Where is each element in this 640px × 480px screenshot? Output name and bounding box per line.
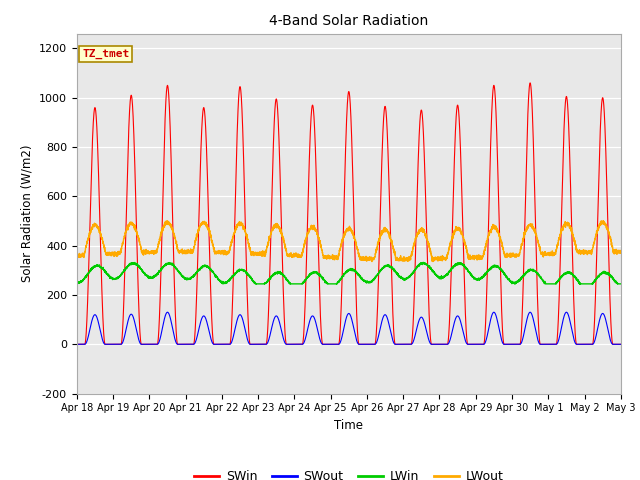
- Line: LWin: LWin: [77, 263, 621, 284]
- SWout: [502, 341, 509, 347]
- SWout: [328, 341, 336, 347]
- LWout: [617, 250, 625, 255]
- SWout: [171, 335, 179, 340]
- SWout: [616, 341, 624, 347]
- Text: TZ_tmet: TZ_tmet: [82, 49, 129, 59]
- SWin: [73, 341, 81, 347]
- LWin: [617, 281, 625, 287]
- LWin: [616, 281, 624, 287]
- X-axis label: Time: Time: [334, 419, 364, 432]
- LWin: [73, 279, 81, 285]
- LWout: [329, 252, 337, 258]
- SWout: [617, 341, 625, 347]
- LWout: [368, 259, 376, 264]
- LWout: [502, 254, 509, 260]
- LWin: [419, 260, 427, 265]
- SWin: [440, 341, 448, 347]
- SWout: [471, 341, 479, 347]
- LWout: [171, 235, 179, 241]
- SWin: [526, 80, 534, 86]
- LWout: [163, 218, 171, 224]
- SWin: [171, 287, 179, 293]
- Y-axis label: Solar Radiation (W/m2): Solar Radiation (W/m2): [20, 145, 33, 282]
- Line: SWout: SWout: [77, 312, 621, 344]
- Title: 4-Band Solar Radiation: 4-Band Solar Radiation: [269, 14, 428, 28]
- Line: SWin: SWin: [77, 83, 621, 344]
- LWout: [441, 256, 449, 262]
- LWin: [502, 274, 509, 280]
- LWin: [219, 281, 227, 287]
- LWout: [73, 252, 81, 258]
- LWin: [441, 273, 449, 279]
- LWout: [471, 255, 479, 261]
- Legend: SWin, SWout, LWin, LWout: SWin, SWout, LWin, LWout: [189, 465, 508, 480]
- SWout: [563, 309, 570, 315]
- SWout: [73, 341, 81, 347]
- SWin: [471, 341, 479, 347]
- SWin: [502, 341, 509, 347]
- SWout: [440, 341, 448, 347]
- LWin: [329, 281, 337, 287]
- SWin: [617, 341, 625, 347]
- SWin: [328, 341, 336, 347]
- LWin: [171, 264, 179, 270]
- Line: LWout: LWout: [77, 221, 621, 262]
- LWout: [616, 250, 624, 256]
- LWin: [471, 276, 479, 281]
- SWin: [616, 341, 624, 347]
